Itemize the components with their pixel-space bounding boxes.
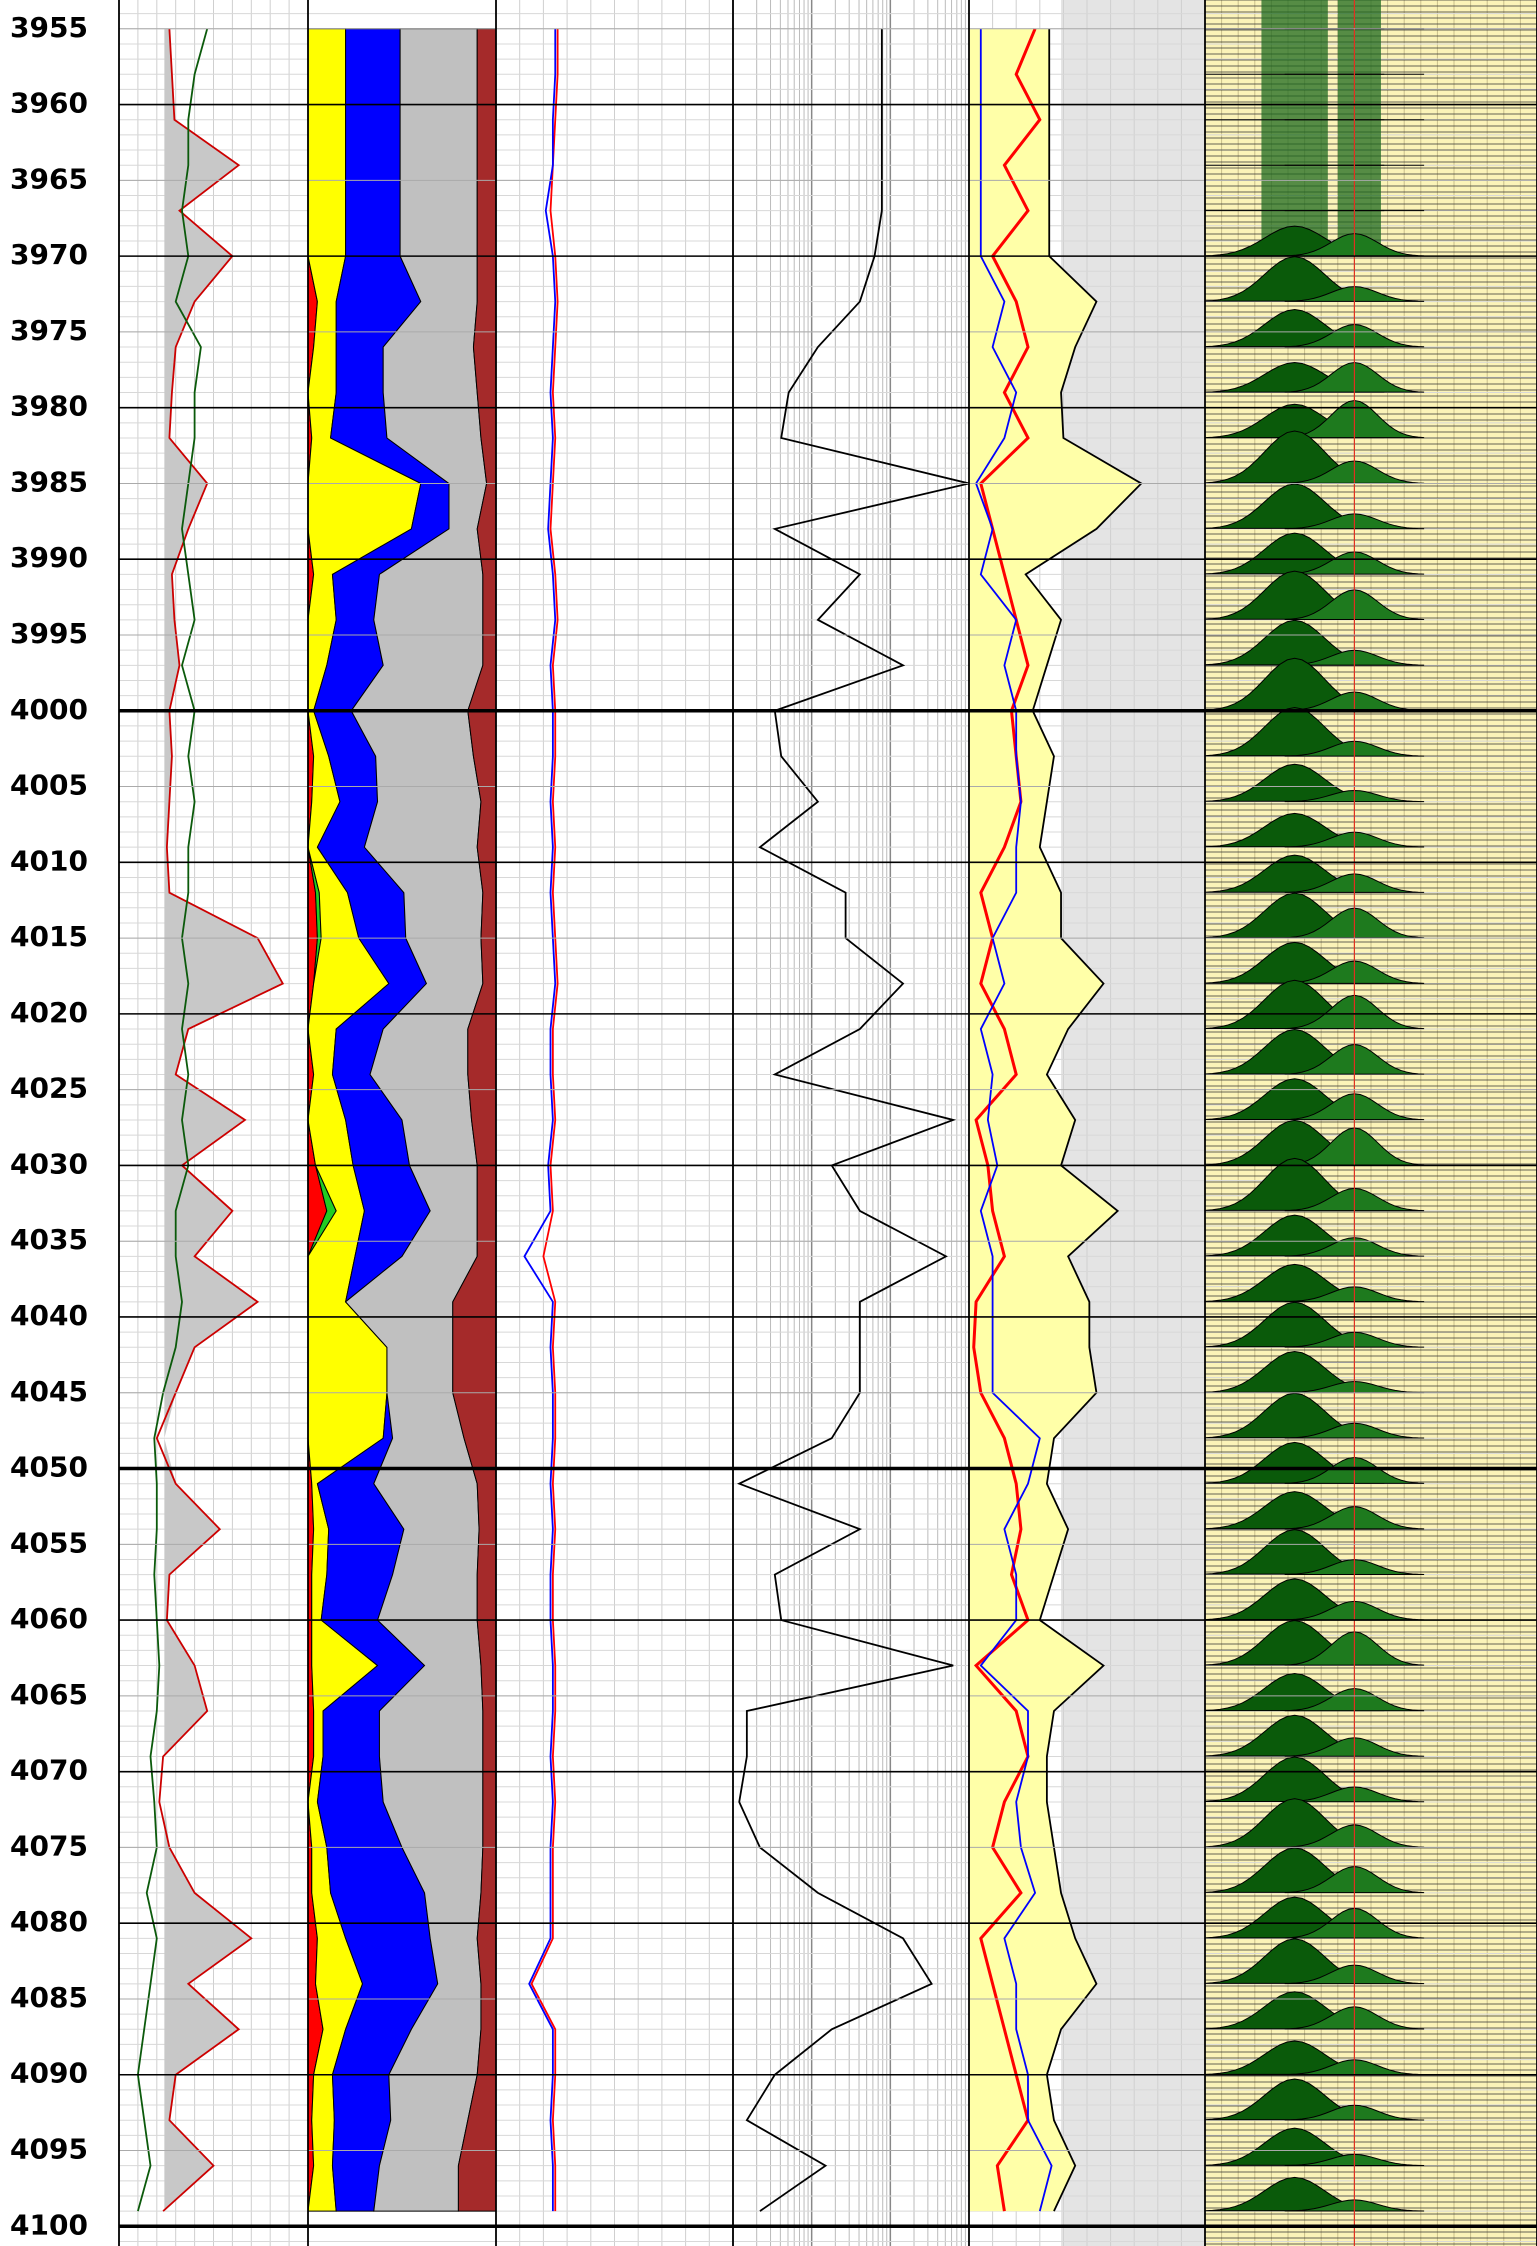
depth-label: 4075 [10,1829,88,1862]
depth-label: 3985 [10,465,88,498]
depth-label: 3980 [10,390,88,423]
depth-label: 4005 [10,769,88,802]
depth-label: 3955 [10,11,88,44]
depth-label: 4090 [10,2057,88,2090]
depth-label: 4040 [10,1299,88,1332]
depth-label: 4100 [10,2208,88,2241]
depth-label: 3975 [10,314,88,347]
depth-label: 3960 [10,87,88,120]
depth-label: 4025 [10,1072,88,1105]
depth-label: 4070 [10,1754,88,1787]
depth-label: 4035 [10,1223,88,1256]
track5-shade [1061,0,1205,2246]
depth-label: 3965 [10,162,88,195]
depth-label: 4010 [10,844,88,877]
depth-label: 4020 [10,996,88,1029]
depth-label: 4000 [10,693,88,726]
depth-label: 4045 [10,1375,88,1408]
waterfall-band [1337,0,1381,257]
depth-label: 3970 [10,238,88,271]
depth-label: 3990 [10,541,88,574]
depth-label: 3995 [10,617,88,650]
curve-fill [969,28,1142,2212]
depth-label: 4080 [10,1905,88,1938]
waterfall-band [1261,0,1328,257]
depth-label: 4065 [10,1678,88,1711]
depth-label: 4050 [10,1451,88,1484]
depth-label: 4060 [10,1602,88,1635]
depth-label: 4055 [10,1526,88,1559]
depth-label: 4030 [10,1147,88,1180]
depth-label: 4095 [10,2133,88,2166]
depth-label: 4015 [10,920,88,953]
depth-label: 4085 [10,1981,88,2014]
